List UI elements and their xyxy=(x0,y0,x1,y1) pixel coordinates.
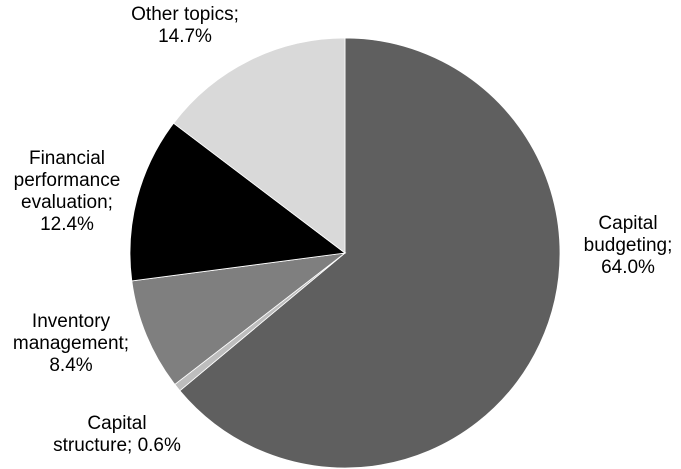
slice-label-line: performance xyxy=(14,170,121,191)
slice-label-line: management; xyxy=(13,333,129,354)
slice-label-line: 12.4% xyxy=(40,214,94,235)
slice-label-line: structure; 0.6% xyxy=(53,435,181,456)
pie-slice-financial-performance-evaluation xyxy=(129,122,347,282)
pie-slice-capital-budgeting xyxy=(179,37,561,469)
slice-label-line: evaluation; xyxy=(21,192,113,213)
slice-label-line: Inventory xyxy=(32,311,111,332)
pie-slice-inventory-management xyxy=(131,252,347,385)
slice-label-capital-structure: Capital structure; 0.6% xyxy=(53,413,181,456)
slice-label-line: Capital xyxy=(598,213,657,234)
slice-label-capital-budgeting: Capital budgeting; 64.0% xyxy=(584,213,673,278)
slice-label-line: 64.0% xyxy=(601,257,655,278)
slice-label-line: Other topics; xyxy=(131,4,239,25)
pie-slice-other-topics xyxy=(173,37,346,254)
slice-label-line: 14.7% xyxy=(158,26,212,47)
slice-label-line: budgeting; xyxy=(584,235,673,256)
slice-label-inventory-management: Inventory management; 8.4% xyxy=(13,311,129,376)
slices-layer xyxy=(129,37,561,469)
slice-label-line: 8.4% xyxy=(49,355,92,376)
slice-label-financial-performance-evaluation: Financial performance evaluation; 12.4% xyxy=(14,148,121,235)
slice-label-other-topics: Other topics; 14.7% xyxy=(131,4,239,47)
labels-layer: Capital budgeting; 64.0%Capital structure; … xyxy=(13,4,672,456)
slice-label-line: Financial xyxy=(29,148,105,169)
slice-label-line: Capital xyxy=(87,413,146,434)
